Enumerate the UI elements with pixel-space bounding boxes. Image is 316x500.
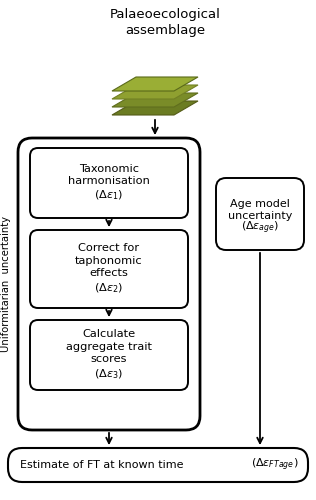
Polygon shape (112, 93, 198, 107)
FancyBboxPatch shape (216, 178, 304, 250)
Text: Uniformitarian  uncertainty: Uniformitarian uncertainty (1, 216, 11, 352)
Text: ($\Delta\varepsilon_{FTage}$): ($\Delta\varepsilon_{FTage}$) (251, 457, 298, 473)
FancyBboxPatch shape (30, 320, 188, 390)
Text: Correct for
taphonomic
effects
($\Delta\varepsilon_2$): Correct for taphonomic effects ($\Delta\… (75, 244, 143, 294)
Text: ($\Delta\varepsilon_{age}$): ($\Delta\varepsilon_{age}$) (241, 220, 279, 236)
FancyBboxPatch shape (8, 448, 308, 482)
FancyBboxPatch shape (30, 230, 188, 308)
Polygon shape (112, 77, 198, 91)
Polygon shape (112, 85, 198, 99)
Polygon shape (112, 101, 198, 115)
FancyBboxPatch shape (30, 148, 188, 218)
Text: Palaeoecological
assemblage: Palaeoecological assemblage (110, 8, 221, 37)
Text: uncertainty: uncertainty (228, 211, 292, 221)
Text: Taxonomic
harmonisation
($\Delta\varepsilon_1$): Taxonomic harmonisation ($\Delta\varepsi… (68, 164, 150, 202)
Text: Age model: Age model (230, 199, 290, 209)
Text: Calculate
aggregate trait
scores
($\Delta\varepsilon_3$): Calculate aggregate trait scores ($\Delt… (66, 330, 152, 380)
Text: Estimate of FT at known time: Estimate of FT at known time (20, 460, 184, 470)
